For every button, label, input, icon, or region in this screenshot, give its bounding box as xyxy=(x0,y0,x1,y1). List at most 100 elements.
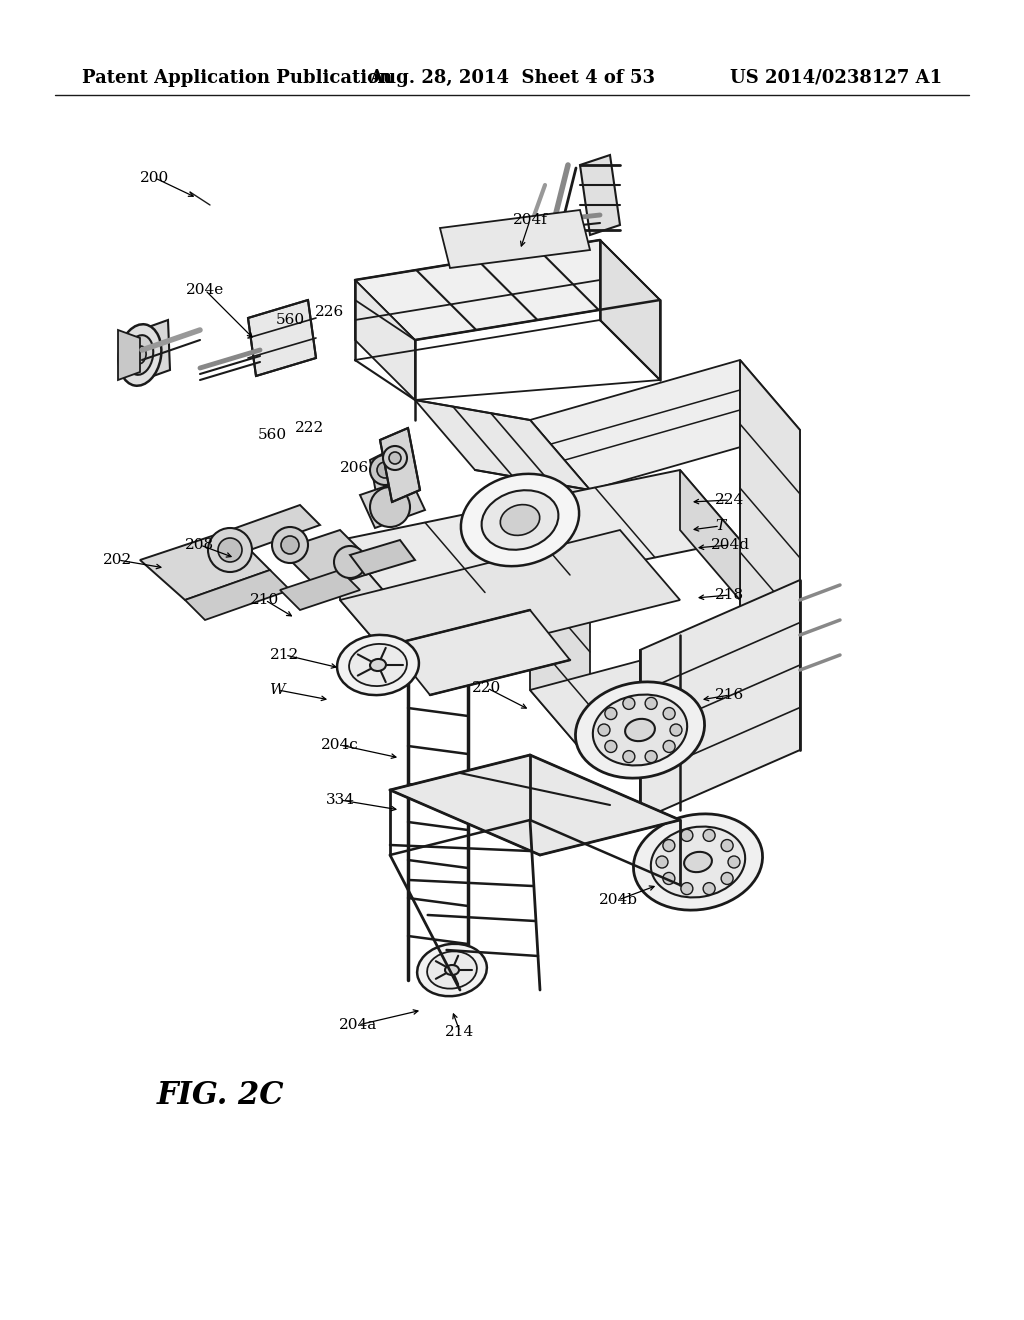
Text: T: T xyxy=(715,519,725,533)
Ellipse shape xyxy=(370,659,386,671)
Ellipse shape xyxy=(625,719,655,741)
Text: 218: 218 xyxy=(716,587,744,602)
Circle shape xyxy=(656,855,668,869)
Text: 212: 212 xyxy=(270,648,300,663)
Polygon shape xyxy=(370,445,410,515)
Circle shape xyxy=(645,751,657,763)
Text: 200: 200 xyxy=(140,172,170,185)
Text: 206: 206 xyxy=(340,461,370,475)
Ellipse shape xyxy=(481,490,558,549)
Circle shape xyxy=(370,455,400,484)
Circle shape xyxy=(623,751,635,763)
Polygon shape xyxy=(680,470,740,601)
Ellipse shape xyxy=(634,814,763,909)
Text: 204f: 204f xyxy=(513,213,548,227)
Ellipse shape xyxy=(651,826,745,898)
Ellipse shape xyxy=(501,504,540,536)
Circle shape xyxy=(208,528,252,572)
Polygon shape xyxy=(280,570,360,610)
Circle shape xyxy=(664,708,675,719)
Circle shape xyxy=(670,723,682,737)
Polygon shape xyxy=(355,280,415,400)
Circle shape xyxy=(703,883,715,895)
Polygon shape xyxy=(355,240,660,341)
Polygon shape xyxy=(248,300,316,376)
Polygon shape xyxy=(340,470,740,610)
Text: 214: 214 xyxy=(445,1026,475,1039)
Text: 216: 216 xyxy=(716,688,744,702)
Circle shape xyxy=(383,446,407,470)
Polygon shape xyxy=(140,319,170,380)
Circle shape xyxy=(218,539,242,562)
Text: 204c: 204c xyxy=(322,738,358,752)
Text: 204d: 204d xyxy=(711,539,750,552)
Polygon shape xyxy=(230,506,319,550)
Text: 204a: 204a xyxy=(339,1018,377,1032)
Text: 222: 222 xyxy=(295,421,325,436)
Text: 210: 210 xyxy=(251,593,280,607)
Polygon shape xyxy=(140,531,270,601)
Ellipse shape xyxy=(445,965,459,975)
Text: Aug. 28, 2014  Sheet 4 of 53: Aug. 28, 2014 Sheet 4 of 53 xyxy=(369,69,655,87)
Polygon shape xyxy=(415,400,590,490)
Text: FIG. 2C: FIG. 2C xyxy=(157,1080,284,1110)
Ellipse shape xyxy=(593,694,687,766)
Ellipse shape xyxy=(134,346,146,364)
Polygon shape xyxy=(360,478,425,528)
Polygon shape xyxy=(380,428,420,502)
Polygon shape xyxy=(350,540,415,576)
Polygon shape xyxy=(280,531,380,590)
Circle shape xyxy=(623,697,635,709)
Circle shape xyxy=(663,873,675,884)
Text: 334: 334 xyxy=(326,793,354,807)
Polygon shape xyxy=(390,755,680,855)
Text: 560: 560 xyxy=(257,428,287,442)
Text: Patent Application Publication: Patent Application Publication xyxy=(82,69,392,87)
Ellipse shape xyxy=(461,474,580,566)
Text: 220: 220 xyxy=(472,681,502,696)
Ellipse shape xyxy=(349,644,407,686)
Circle shape xyxy=(389,451,401,465)
Circle shape xyxy=(370,487,410,527)
Circle shape xyxy=(663,840,675,851)
Circle shape xyxy=(681,829,693,841)
Polygon shape xyxy=(530,420,590,760)
Circle shape xyxy=(334,546,366,578)
Circle shape xyxy=(721,840,733,851)
Polygon shape xyxy=(740,360,800,750)
Polygon shape xyxy=(390,610,570,696)
Text: 202: 202 xyxy=(103,553,133,568)
Ellipse shape xyxy=(119,325,162,385)
Circle shape xyxy=(664,741,675,752)
Polygon shape xyxy=(640,579,800,820)
Ellipse shape xyxy=(337,635,419,696)
Ellipse shape xyxy=(417,944,486,997)
Text: US 2014/0238127 A1: US 2014/0238127 A1 xyxy=(730,69,942,87)
Polygon shape xyxy=(600,240,660,380)
Text: 560: 560 xyxy=(275,313,304,327)
Polygon shape xyxy=(580,154,620,235)
Text: 204b: 204b xyxy=(598,894,638,907)
Circle shape xyxy=(681,883,693,895)
Text: W: W xyxy=(270,682,286,697)
Ellipse shape xyxy=(127,335,154,375)
Polygon shape xyxy=(118,330,140,380)
Ellipse shape xyxy=(575,682,705,777)
Text: 208: 208 xyxy=(185,539,215,552)
Text: 226: 226 xyxy=(315,305,345,319)
Circle shape xyxy=(721,873,733,884)
Polygon shape xyxy=(530,360,800,490)
Circle shape xyxy=(703,829,715,841)
Circle shape xyxy=(272,527,308,564)
Polygon shape xyxy=(340,531,680,671)
Circle shape xyxy=(377,462,393,478)
Circle shape xyxy=(645,697,657,709)
Polygon shape xyxy=(185,570,290,620)
Text: 224: 224 xyxy=(716,492,744,507)
Circle shape xyxy=(728,855,740,869)
Text: 204e: 204e xyxy=(186,282,224,297)
Polygon shape xyxy=(340,540,400,671)
Ellipse shape xyxy=(684,851,712,873)
Polygon shape xyxy=(530,649,740,760)
Circle shape xyxy=(605,741,616,752)
